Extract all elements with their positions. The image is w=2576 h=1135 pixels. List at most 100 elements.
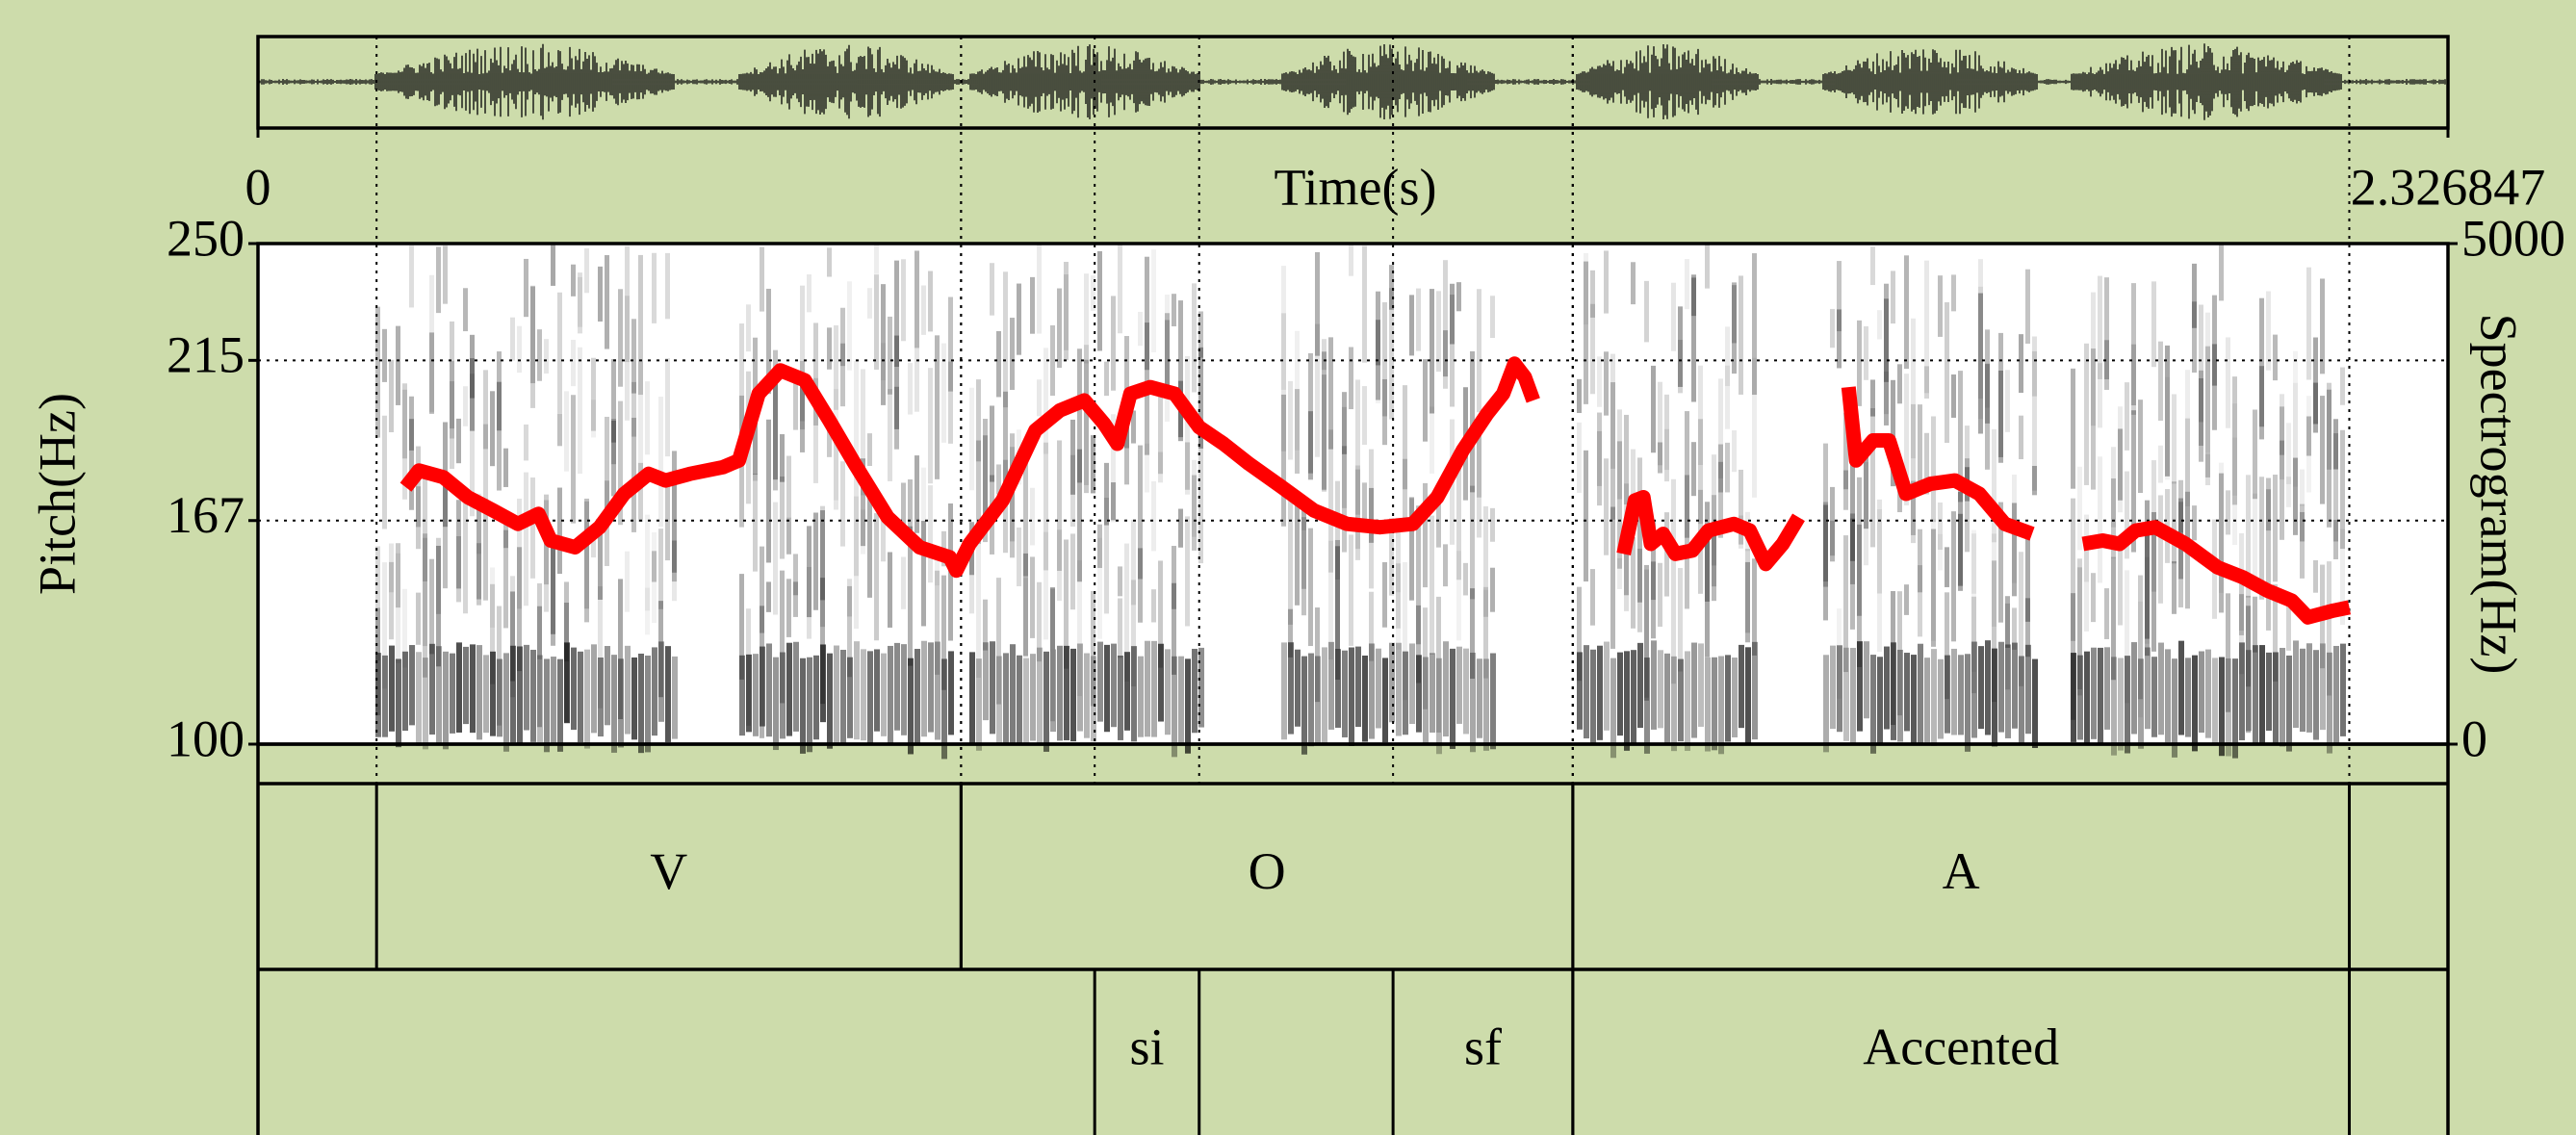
spectrogram-streak	[470, 335, 475, 431]
spectrogram-streak	[584, 499, 589, 622]
spectrogram-streak	[578, 348, 582, 474]
spectrogram-streak	[948, 651, 954, 735]
spectrogram-streak	[1369, 488, 1374, 543]
spectrogram-streak	[658, 601, 663, 697]
spectrogram-streak	[1158, 560, 1163, 667]
spectrogram-streak	[1678, 568, 1683, 671]
spectrogram-streak	[1349, 648, 1354, 746]
spectrogram-streak	[928, 485, 933, 582]
spectrogram-streak	[1971, 530, 1976, 672]
spectrogram-streak	[2104, 647, 2110, 730]
spectrogram-streak	[2253, 494, 2257, 582]
spectrogram-streak	[1057, 289, 1062, 369]
spectrogram-streak	[2172, 394, 2177, 483]
spectrogram-streak	[1288, 381, 1293, 460]
spectrogram-streak	[1745, 562, 1750, 642]
spectrogram-streak	[2138, 400, 2143, 493]
spectrogram-streak	[1857, 321, 1862, 406]
spectrogram-streak	[1342, 392, 1347, 454]
spectrogram-streak	[591, 644, 597, 733]
spectrogram-streak	[1104, 645, 1110, 732]
spectrogram-streak	[1030, 556, 1035, 637]
spectrogram-streak	[1958, 514, 1963, 586]
spectrogram-streak	[2253, 410, 2257, 500]
spectrogram-streak	[658, 529, 663, 609]
spectrogram-streak	[1423, 607, 1428, 709]
spectrogram-streak	[652, 647, 657, 735]
spectrogram-streak	[2025, 270, 2030, 344]
spectrogram-streak	[1315, 607, 1320, 702]
spectrogram-streak	[1830, 646, 1836, 730]
spectrogram-streak	[2158, 643, 2164, 735]
spectrogram-streak	[490, 391, 495, 466]
spectrogram-streak	[780, 477, 785, 559]
y-tick-label: 167	[167, 486, 245, 544]
spectrogram-streak	[1111, 644, 1117, 728]
spectrogram-streak	[2125, 570, 2129, 703]
spectrogram-streak	[1604, 458, 1609, 555]
spectrogram-streak	[928, 642, 934, 732]
spectrogram-streak	[1584, 645, 1589, 738]
spectrogram-streak	[2005, 604, 2010, 689]
spectrogram-streak	[901, 556, 906, 608]
spectrogram-streak	[2340, 368, 2345, 405]
spectrogram-streak	[530, 477, 535, 579]
spectrogram-streak	[544, 658, 550, 752]
spectrogram-streak	[1745, 647, 1751, 742]
spectrogram-streak	[1030, 488, 1035, 546]
spectrogram-streak	[1301, 657, 1307, 755]
spectrogram-streak	[1823, 503, 1828, 582]
spectrogram-streak	[652, 551, 657, 581]
spectrogram-streak	[2266, 653, 2272, 731]
spectrogram-streak	[1172, 583, 1176, 675]
y2-tick-label: 0	[2461, 709, 2487, 767]
spectrogram-streak	[983, 642, 989, 720]
spectrogram-streak	[1637, 549, 1642, 632]
spectrogram-streak	[2192, 505, 2197, 540]
spectrogram-streak	[456, 536, 461, 602]
spectrogram-streak	[618, 289, 623, 386]
spectrogram-streak	[1165, 295, 1170, 422]
spectrogram-streak	[2192, 301, 2197, 373]
spectrogram-streak	[1295, 650, 1301, 727]
spectrogram-streak	[1477, 658, 1482, 738]
spectrogram-streak	[1023, 578, 1028, 657]
spectrogram-streak	[1070, 420, 1075, 495]
y2-tick-label: 5000	[2461, 209, 2565, 267]
spectrogram-streak	[2091, 348, 2096, 490]
spectrogram-streak	[1138, 657, 1144, 737]
spectrogram-streak	[888, 389, 892, 481]
spectrogram-streak	[571, 648, 577, 731]
spectrogram-streak	[1951, 374, 1956, 418]
spectrogram-streak	[1931, 519, 1936, 640]
interval-label: O	[1249, 842, 1286, 900]
spectrogram-streak	[416, 486, 421, 549]
spectrogram-streak	[1877, 500, 1882, 594]
spectrogram-streak	[2306, 643, 2312, 733]
spectrogram-streak	[1430, 289, 1434, 413]
spectrogram-streak	[537, 583, 542, 659]
spectrogram-streak	[2306, 268, 2311, 380]
spectrogram-streak	[605, 255, 609, 349]
spectrogram-streak	[652, 253, 657, 323]
spectrogram-streak	[1732, 658, 1738, 737]
spectrogram-streak	[1725, 326, 1730, 386]
spectrogram-streak	[773, 503, 778, 615]
spectrogram-streak	[463, 386, 468, 426]
spectrogram-streak	[1691, 442, 1696, 496]
spectrogram-streak	[976, 379, 981, 461]
spectrogram-streak	[1631, 262, 1636, 304]
spectrogram-streak	[638, 255, 643, 395]
spectrogram-streak	[1671, 283, 1676, 351]
spectrogram-streak	[1752, 558, 1757, 656]
spectrogram-streak	[1590, 569, 1595, 626]
spectrogram-streak	[625, 646, 631, 735]
spectrogram-streak	[2313, 338, 2318, 433]
spectrogram-streak	[1423, 359, 1428, 442]
spectrogram-streak	[861, 649, 866, 740]
spectrogram-streak	[2219, 245, 2224, 301]
spectrogram-streak	[1978, 294, 1983, 434]
spectrogram-streak	[510, 576, 515, 697]
spectrogram-streak	[800, 286, 805, 422]
spectrogram-streak	[571, 340, 576, 386]
